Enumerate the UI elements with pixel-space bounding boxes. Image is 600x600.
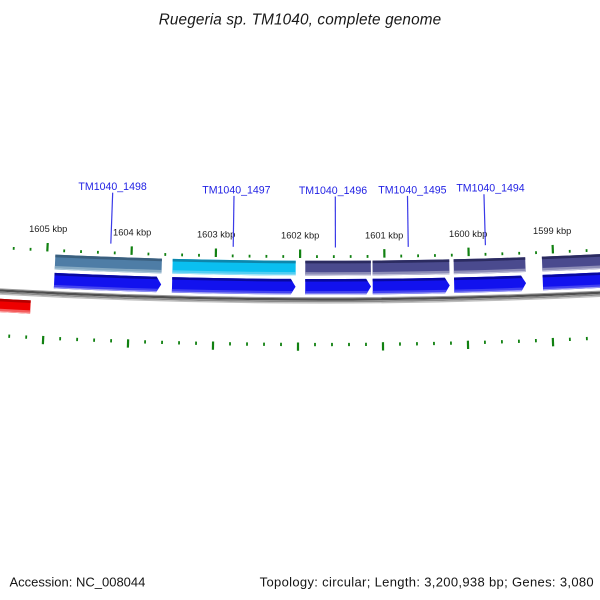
svg-text:Topology: circular; Length: 3,: Topology: circular; Length: 3,200,938 bp… bbox=[260, 574, 594, 589]
svg-text:1603 kbp: 1603 kbp bbox=[197, 230, 235, 240]
svg-text:Accession: NC_008044: Accession: NC_008044 bbox=[10, 574, 146, 589]
svg-text:1599 kbp: 1599 kbp bbox=[533, 226, 571, 236]
svg-text:TM1040_1494: TM1040_1494 bbox=[456, 183, 524, 195]
svg-text:1605 kbp: 1605 kbp bbox=[29, 224, 67, 234]
svg-text:1604 kbp: 1604 kbp bbox=[113, 227, 151, 237]
svg-text:TM1040_1498: TM1040_1498 bbox=[78, 181, 146, 193]
svg-text:TM1040_1496: TM1040_1496 bbox=[299, 185, 367, 197]
svg-text:1600 kbp: 1600 kbp bbox=[449, 229, 487, 239]
svg-text:TM1040_1497: TM1040_1497 bbox=[202, 184, 270, 196]
svg-text:1601 kbp: 1601 kbp bbox=[365, 230, 403, 240]
svg-text:1602 kbp: 1602 kbp bbox=[281, 231, 319, 241]
svg-text:TM1040_1495: TM1040_1495 bbox=[378, 184, 446, 196]
svg-text:Ruegeria sp. TM1040, complete: Ruegeria sp. TM1040, complete genome bbox=[159, 12, 442, 29]
